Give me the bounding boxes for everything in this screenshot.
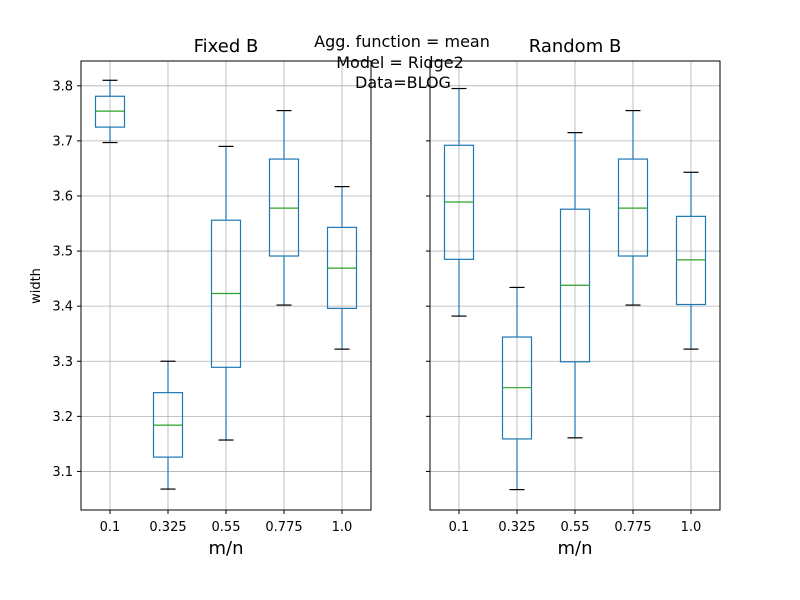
y-tick-label: 3.2 bbox=[52, 410, 73, 425]
x-tick-label: 0.1 bbox=[100, 520, 121, 535]
panel-title: Random B bbox=[529, 36, 622, 57]
box-0.775 bbox=[268, 109, 300, 306]
x-tick-label: 0.775 bbox=[614, 520, 651, 535]
y-tick-label: 3.6 bbox=[52, 189, 73, 204]
panel-fixed-b: 3.1 3.2 3.3 3.4 3.5 3.6 3.7 3.8 0.1 0.325 0.55 0.77… bbox=[52, 36, 372, 559]
y-tick-label: 3.3 bbox=[52, 355, 73, 370]
x-tick-label: 0.1 bbox=[449, 520, 470, 535]
x-tick-label: 1.0 bbox=[332, 520, 353, 535]
box-0.55 bbox=[210, 145, 242, 441]
x-tick-label: 0.55 bbox=[212, 520, 241, 535]
panel-random-b: 0.1 0.325 0.55 0.775 1.0 Random B m/n bbox=[426, 36, 721, 559]
box-0.55 bbox=[559, 132, 591, 439]
box-0.1 bbox=[443, 87, 475, 317]
box-1.0 bbox=[675, 171, 707, 350]
suptitle-line-3: Data=BLOG bbox=[355, 73, 451, 92]
box-0.325 bbox=[152, 360, 184, 490]
panels: 3.1 3.2 3.3 3.4 3.5 3.6 3.7 3.8 0.1 0.325 0.55 0.77… bbox=[52, 36, 721, 559]
box-0.1 bbox=[94, 79, 126, 144]
x-tick-label: 1.0 bbox=[681, 520, 702, 535]
suptitle-line-2: Model = Ridge2 bbox=[336, 53, 464, 72]
panel-title: Fixed B bbox=[194, 36, 259, 57]
y-tick-label: 3.4 bbox=[52, 300, 73, 315]
box-0.775 bbox=[617, 109, 649, 306]
y-axis-label: width bbox=[29, 268, 44, 304]
x-tick-label: 0.55 bbox=[561, 520, 590, 535]
y-tick-label: 3.1 bbox=[52, 465, 73, 480]
x-axis-label: m/n bbox=[557, 538, 592, 559]
x-axis-label: m/n bbox=[208, 538, 243, 559]
y-tick-label: 3.7 bbox=[52, 134, 73, 149]
x-tick-label: 0.325 bbox=[498, 520, 535, 535]
suptitle-line-1: Agg. function = mean bbox=[314, 32, 490, 51]
x-tick-label: 0.775 bbox=[265, 520, 302, 535]
x-tick-label: 0.325 bbox=[149, 520, 186, 535]
y-tick-label: 3.5 bbox=[52, 245, 73, 260]
y-tick-label: 3.8 bbox=[52, 79, 73, 94]
box-0.325 bbox=[501, 286, 533, 491]
box-1.0 bbox=[326, 186, 358, 350]
